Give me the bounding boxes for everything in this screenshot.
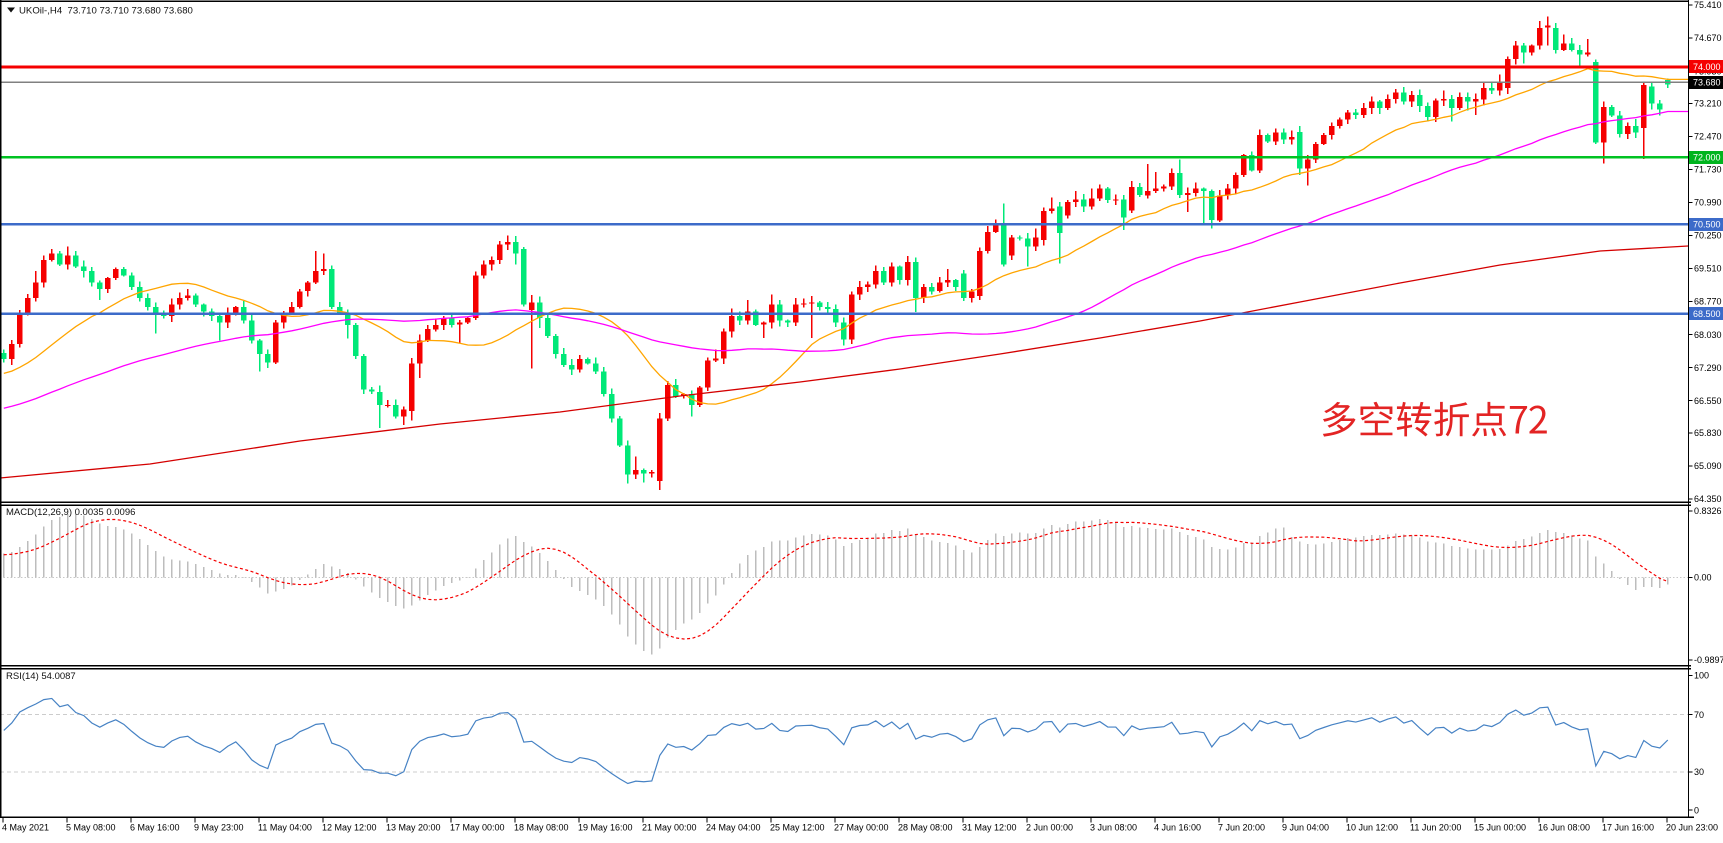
svg-text:UKOil-,H4 73.710 73.710 73.68: UKOil-,H4 73.710 73.710 73.680 73.680 bbox=[19, 6, 193, 17]
svg-text:67.290: 67.290 bbox=[1694, 363, 1722, 373]
svg-text:66.550: 66.550 bbox=[1694, 396, 1722, 406]
svg-text:25 May 12:00: 25 May 12:00 bbox=[770, 823, 825, 833]
svg-text:70.990: 70.990 bbox=[1694, 198, 1722, 208]
svg-text:64.350: 64.350 bbox=[1694, 494, 1722, 504]
svg-text:31 May 12:00: 31 May 12:00 bbox=[962, 823, 1017, 833]
svg-text:12 May 12:00: 12 May 12:00 bbox=[322, 823, 377, 833]
svg-text:7 Jun 20:00: 7 Jun 20:00 bbox=[1218, 823, 1265, 833]
svg-text:72.000: 72.000 bbox=[1693, 153, 1721, 163]
svg-text:73.680: 73.680 bbox=[1693, 78, 1721, 88]
svg-text:19 May 16:00: 19 May 16:00 bbox=[578, 823, 633, 833]
svg-text:68.030: 68.030 bbox=[1694, 330, 1722, 340]
svg-text:65.090: 65.090 bbox=[1694, 461, 1722, 471]
svg-text:MACD(12,26,9) 0.0035 0.0096: MACD(12,26,9) 0.0035 0.0096 bbox=[6, 507, 135, 518]
svg-text:10 Jun 12:00: 10 Jun 12:00 bbox=[1346, 823, 1398, 833]
svg-text:71.730: 71.730 bbox=[1694, 165, 1722, 175]
svg-text:4 Jun 16:00: 4 Jun 16:00 bbox=[1154, 823, 1201, 833]
svg-text:15 Jun 00:00: 15 Jun 00:00 bbox=[1474, 823, 1526, 833]
svg-text:9 Jun 04:00: 9 Jun 04:00 bbox=[1282, 823, 1329, 833]
svg-text:21 May 00:00: 21 May 00:00 bbox=[642, 823, 697, 833]
svg-text:16 Jun 08:00: 16 Jun 08:00 bbox=[1538, 823, 1590, 833]
svg-text:5 May 08:00: 5 May 08:00 bbox=[66, 823, 116, 833]
svg-text:2 Jun 00:00: 2 Jun 00:00 bbox=[1026, 823, 1073, 833]
svg-text:17 Jun 16:00: 17 Jun 16:00 bbox=[1602, 823, 1654, 833]
svg-text:9 May 23:00: 9 May 23:00 bbox=[194, 823, 244, 833]
svg-text:0.8326: 0.8326 bbox=[1694, 506, 1722, 516]
svg-text:0.00: 0.00 bbox=[1694, 573, 1712, 583]
svg-text:4 May 2021: 4 May 2021 bbox=[2, 823, 49, 833]
svg-text:-0.9897: -0.9897 bbox=[1694, 655, 1723, 665]
svg-text:74.670: 74.670 bbox=[1694, 33, 1722, 43]
svg-text:6 May 16:00: 6 May 16:00 bbox=[130, 823, 180, 833]
svg-text:28 May 08:00: 28 May 08:00 bbox=[898, 823, 953, 833]
svg-text:3 Jun 08:00: 3 Jun 08:00 bbox=[1090, 823, 1137, 833]
svg-text:68.500: 68.500 bbox=[1693, 309, 1721, 319]
svg-text:72.470: 72.470 bbox=[1694, 132, 1722, 142]
svg-text:18 May 08:00: 18 May 08:00 bbox=[514, 823, 569, 833]
svg-text:17 May 00:00: 17 May 00:00 bbox=[450, 823, 505, 833]
svg-text:69.510: 69.510 bbox=[1694, 264, 1722, 274]
svg-text:75.410: 75.410 bbox=[1694, 0, 1722, 10]
svg-text:73.210: 73.210 bbox=[1694, 99, 1722, 109]
svg-text:30: 30 bbox=[1694, 767, 1704, 777]
svg-text:11 Jun 20:00: 11 Jun 20:00 bbox=[1410, 823, 1461, 833]
svg-text:RSI(14) 54.0087: RSI(14) 54.0087 bbox=[6, 671, 76, 682]
svg-text:24 May 04:00: 24 May 04:00 bbox=[706, 823, 761, 833]
svg-text:70.250: 70.250 bbox=[1694, 231, 1722, 241]
svg-text:27 May 00:00: 27 May 00:00 bbox=[834, 823, 889, 833]
svg-text:13 May 20:00: 13 May 20:00 bbox=[386, 823, 441, 833]
svg-text:11 May 04:00: 11 May 04:00 bbox=[258, 823, 312, 833]
svg-text:0: 0 bbox=[1694, 805, 1699, 815]
svg-text:70: 70 bbox=[1694, 710, 1704, 720]
svg-text:68.770: 68.770 bbox=[1694, 297, 1722, 307]
svg-text:100: 100 bbox=[1694, 671, 1709, 681]
svg-text:20 Jun 23:00: 20 Jun 23:00 bbox=[1666, 823, 1718, 833]
svg-text:70.500: 70.500 bbox=[1693, 220, 1721, 230]
svg-text:74.000: 74.000 bbox=[1693, 62, 1721, 72]
svg-text:65.830: 65.830 bbox=[1694, 428, 1722, 438]
